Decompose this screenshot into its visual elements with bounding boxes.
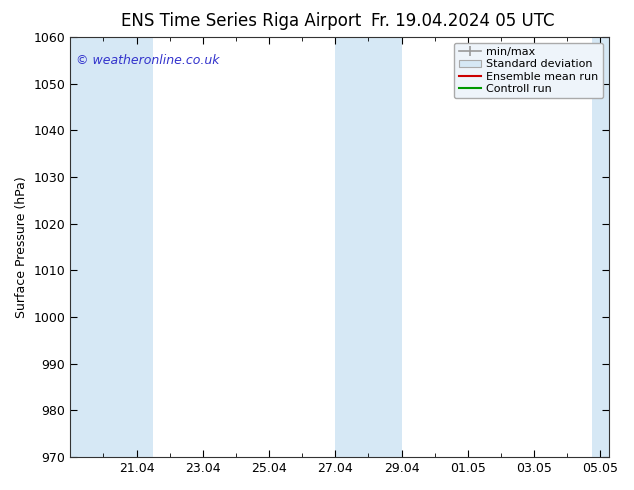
Bar (70, 37, 153, 457)
Text: © weatheronline.co.uk: © weatheronline.co.uk (75, 54, 219, 67)
Text: ENS Time Series Riga Airport: ENS Time Series Riga Airport (121, 12, 361, 30)
Bar (335, 37, 401, 457)
Bar (592, 37, 609, 457)
Legend: min/max, Standard deviation, Ensemble mean run, Controll run: min/max, Standard deviation, Ensemble me… (454, 43, 603, 98)
Text: Fr. 19.04.2024 05 UTC: Fr. 19.04.2024 05 UTC (371, 12, 555, 30)
Y-axis label: Surface Pressure (hPa): Surface Pressure (hPa) (15, 176, 28, 318)
